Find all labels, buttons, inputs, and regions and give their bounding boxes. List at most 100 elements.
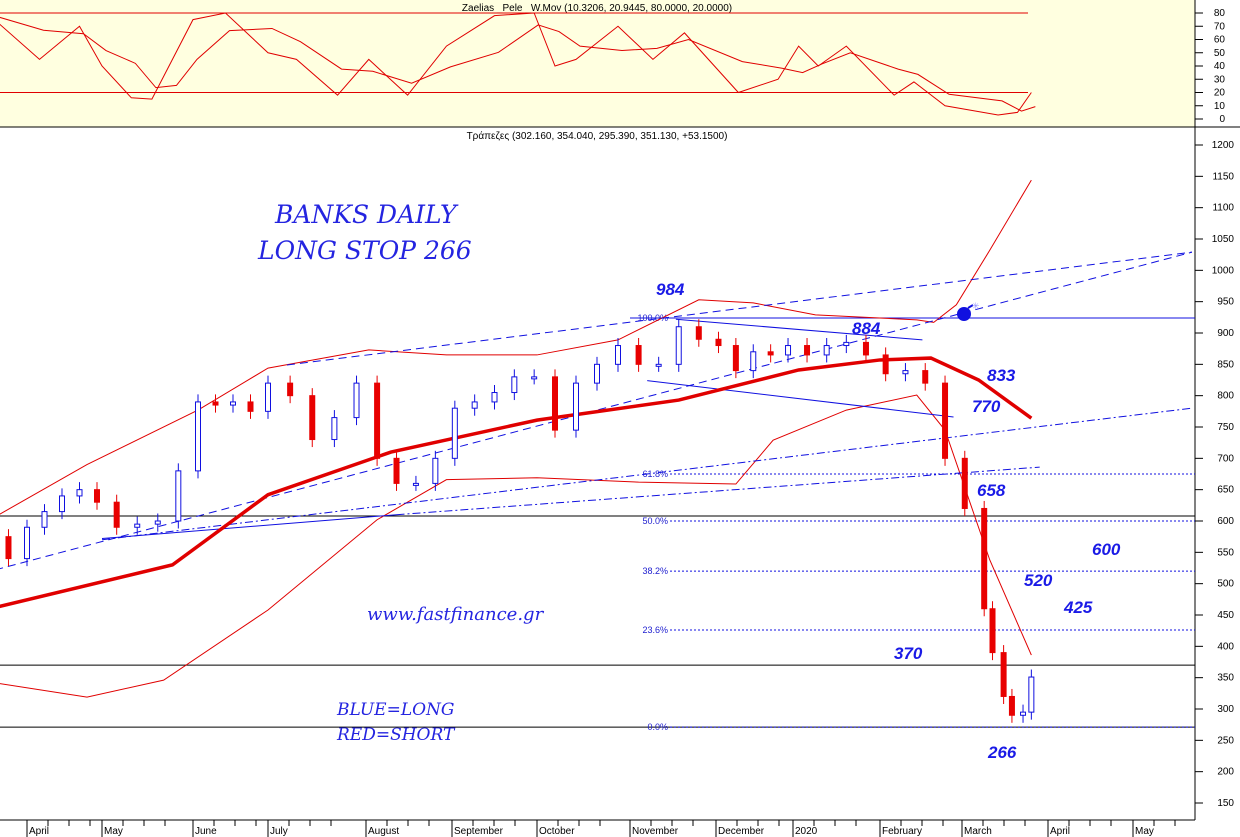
chart-notes: BANKS DAILY LONG STOP 266 www.fastfinanc…	[257, 200, 545, 745]
oscillator-y-tick-label: 40	[1214, 61, 1226, 72]
candle-body	[491, 392, 498, 403]
candle-body	[1000, 652, 1007, 697]
price-y-tick-label: 850	[1217, 359, 1234, 370]
x-tick-label: May	[104, 826, 123, 837]
candle-body	[715, 338, 722, 347]
trend-line	[675, 318, 923, 341]
candle-body	[175, 470, 182, 522]
candle-body	[212, 401, 219, 406]
oscillator-panel	[0, 0, 1195, 127]
x-tick-label: June	[195, 826, 217, 837]
candle-body	[862, 341, 869, 356]
price-y-tick-label: 650	[1217, 485, 1234, 496]
x-tick-label: September	[454, 826, 504, 837]
x-tick-label: May	[1135, 826, 1154, 837]
candle-body	[76, 489, 83, 497]
candle-body	[902, 370, 909, 375]
oscillator-title: Zaelias _Pele _W.Mov (10.3206, 20.9445, …	[462, 3, 732, 14]
trend-line	[101, 514, 397, 540]
note-title2: LONG STOP 266	[257, 236, 472, 265]
candle-body	[59, 495, 65, 513]
note-site: www.fastfinance.gr	[367, 604, 545, 625]
annotation: 658	[977, 481, 1006, 500]
oscillator-y-tick-label: 80	[1214, 8, 1226, 19]
candle-body	[804, 345, 811, 356]
price-y-tick-label: 1150	[1212, 171, 1234, 182]
candle-body	[594, 363, 600, 384]
candle-body	[989, 608, 996, 654]
price-y-tick-label: 400	[1217, 641, 1234, 652]
fibonacci-label: 23.6%	[642, 625, 668, 635]
candle-body	[412, 482, 419, 486]
fibonacci-label: 38.2%	[642, 566, 668, 576]
price-y-tick-label: 800	[1217, 391, 1234, 402]
annotation: 833	[987, 366, 1016, 385]
x-tick-label: March	[964, 826, 992, 837]
candle-body	[374, 382, 381, 459]
candle-body	[767, 351, 774, 356]
candle-body	[5, 536, 12, 560]
candle-body	[882, 354, 889, 375]
candle-body	[695, 326, 702, 340]
candle-body	[981, 507, 988, 610]
candle-body	[615, 345, 621, 365]
candle-body	[134, 523, 141, 528]
x-tick-label: April	[1050, 826, 1070, 837]
oscillator-y-tick-label: 70	[1214, 21, 1226, 32]
trend-line	[396, 466, 1040, 516]
fibonacci-label: 50.0%	[642, 516, 668, 526]
price-y-tick-label: 950	[1217, 297, 1234, 308]
price-y-tick-label: 300	[1217, 704, 1234, 715]
x-tick-label: November	[632, 826, 679, 837]
lower-band-line	[0, 394, 1032, 698]
price-y-tick-label: 200	[1217, 767, 1234, 778]
annotation: 600	[1092, 540, 1121, 559]
trend-line	[101, 407, 1192, 541]
price-y-tick-label: 1200	[1212, 140, 1235, 151]
candle-body	[331, 417, 338, 441]
x-tick-label: April	[29, 826, 49, 837]
candle-body	[922, 370, 929, 384]
price-annotations: 984 884 833 770 658 600 520 425 370 266	[656, 280, 1121, 762]
oscillator-y-tick-label: 20	[1214, 88, 1226, 99]
candle-body	[823, 345, 830, 356]
candle-body	[230, 401, 236, 406]
x-tick-label: December	[718, 826, 765, 837]
fibonacci-label: 100.0%	[637, 313, 668, 323]
bomb-icon: ✳	[957, 301, 980, 321]
fibonacci-label: 61.8%	[642, 469, 668, 479]
price-y-tick-label: 250	[1217, 735, 1234, 746]
candle-body	[531, 376, 538, 380]
price-y-tick-label: 1000	[1212, 265, 1235, 276]
price-y-tick-label: 550	[1217, 547, 1234, 558]
candle-body	[511, 376, 518, 394]
candle-body	[675, 326, 682, 365]
price-y-tick-label: 700	[1217, 453, 1234, 464]
candle-body	[635, 345, 642, 365]
candle-body	[41, 511, 48, 528]
candle-body	[843, 341, 850, 347]
annotation: 884	[852, 319, 881, 338]
candle-body	[1008, 695, 1015, 716]
candle-body	[552, 376, 558, 431]
x-tick-label: August	[368, 826, 399, 837]
price-y-tick-label: 750	[1217, 422, 1234, 433]
candle-body	[154, 520, 161, 525]
price-y-tick-label: 1050	[1212, 234, 1235, 245]
oscillator-y-tick-label: 30	[1214, 74, 1226, 85]
note-legend2: RED=SHORT	[336, 725, 456, 745]
annotation: 266	[987, 743, 1017, 762]
svg-text:✳: ✳	[972, 301, 980, 311]
x-tick-label: October	[539, 826, 575, 837]
candle-body	[573, 382, 579, 431]
oscillator-y-tick-label: 10	[1214, 101, 1226, 112]
oscillator-fast-line	[0, 12, 1032, 116]
price-title: Τράπεζες (302.160, 354.040, 295.390, 351…	[467, 130, 728, 142]
annotation: 370	[894, 644, 923, 663]
upper-band-line	[0, 179, 1032, 515]
price-y-tick-label: 1100	[1212, 203, 1234, 214]
candle-body	[309, 395, 316, 441]
annotation: 770	[972, 397, 1001, 416]
candle-body	[1028, 676, 1035, 713]
